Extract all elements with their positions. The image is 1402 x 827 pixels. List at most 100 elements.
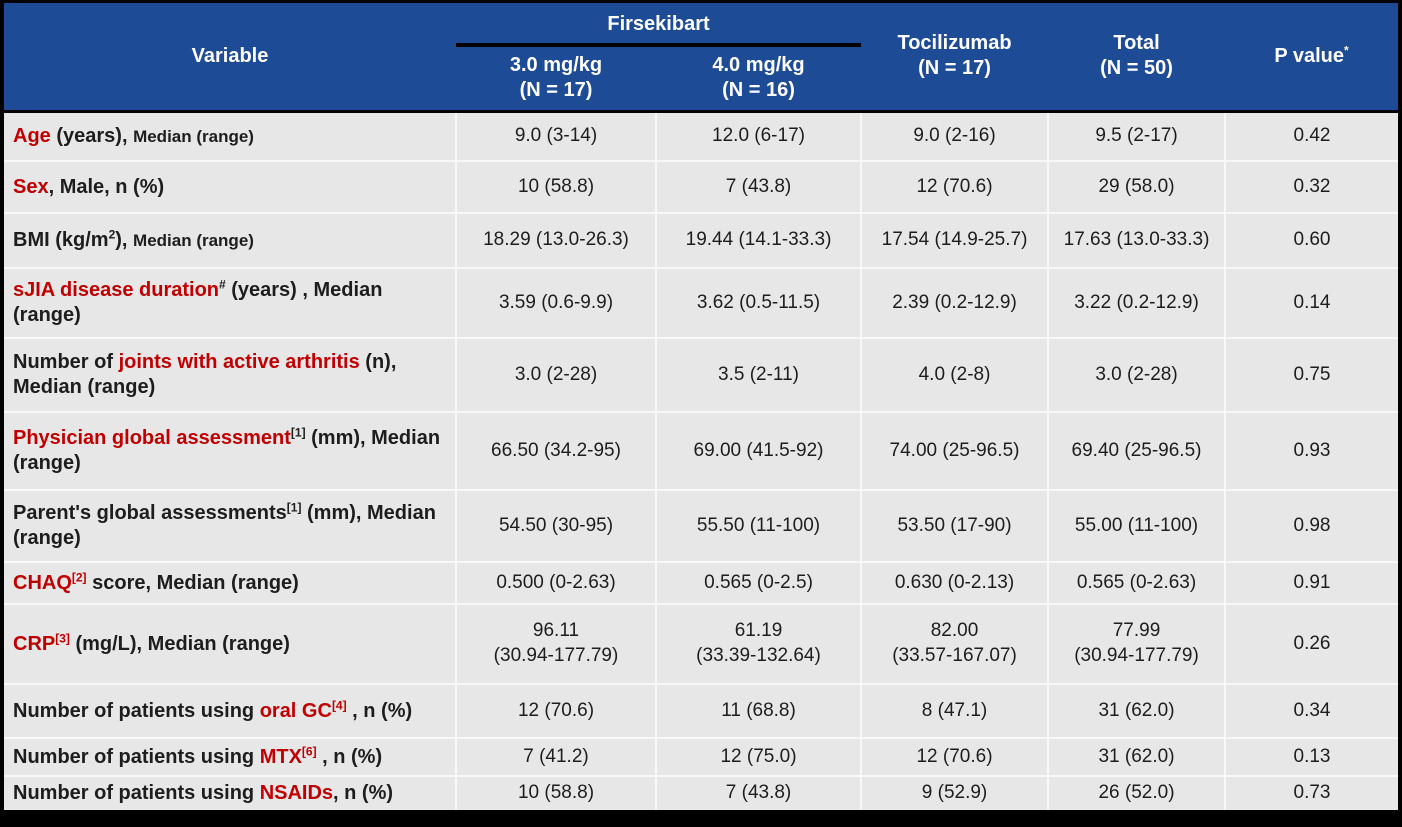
value-cell: 31 (62.0) (1047, 737, 1227, 777)
value-cell: 0.565 (0-2.63) (1047, 561, 1227, 605)
label-segment: joints with active arthritis (118, 351, 360, 373)
label-segment: CHAQ (13, 571, 72, 594)
label-superscript: [1] (286, 500, 302, 515)
table-row: Number of patients using MTX[6] , n (%) 7… (4, 737, 1399, 777)
value-cell: 69.40 (25-96.5) (1047, 411, 1227, 491)
label-segment: (mg/L), Median (range) (69, 632, 290, 655)
label-segment: (mm), Median (range) (13, 427, 441, 474)
value-cell: 53.50 (17-90) (860, 489, 1050, 563)
value-cell: 0.630 (0-2.13) (860, 561, 1050, 605)
variable-cell: Sex, Male, n (%) (4, 160, 457, 214)
label-segment: score, Median (range) (86, 571, 299, 594)
variable-cell: Number of joints with active arthritis (… (4, 337, 457, 413)
table-row: Sex, Male, n (%) 10 (58.8) 7 (43.8) 12 (70.… (4, 160, 1399, 214)
table-header: Variable Firsekibart Tocilizumab (N = 17… (4, 3, 1399, 113)
label-segment: , n (%) (316, 745, 383, 768)
label-segment: , n (%) (333, 782, 394, 804)
value-cell: 31 (62.0) (1047, 683, 1227, 739)
value-cell: 9.5 (2-17) (1047, 111, 1227, 162)
label-segment: (years), (50, 124, 134, 147)
value-cell: 0.13 (1224, 737, 1399, 777)
value-cell: 17.54 (14.9-25.7) (860, 212, 1050, 269)
value-cell: 3.59 (0.6-9.9) (455, 267, 657, 339)
column-header-line2: (N = 50) (1100, 57, 1173, 80)
value-cell: 3.22 (0.2-12.9) (1047, 267, 1227, 339)
column-header-pvalue: P value* (1225, 3, 1399, 113)
value-cell: 3.0 (2-28) (1047, 337, 1227, 413)
value-cell: 12.0 (6-17) (654, 111, 863, 162)
value-cell: 77.99 (30.94-177.79) (1047, 603, 1227, 685)
value-cell: 0.34 (1224, 683, 1399, 739)
value-cell: 0.73 (1224, 775, 1399, 810)
variable-cell: Number of patients using NSAIDs, n (%) (4, 775, 457, 810)
label-segment: Number of (13, 351, 119, 373)
label-superscript: [1] (290, 425, 306, 440)
value-cell: 0.32 (1224, 160, 1399, 214)
label-segment: , n (%) (346, 699, 413, 722)
table-row: Number of joints with active arthritis (… (4, 337, 1399, 413)
label-segment: Age (13, 124, 51, 147)
value-cell: 18.29 (13.0-26.3) (455, 212, 657, 269)
value-cell: 12 (70.6) (860, 160, 1050, 214)
column-header-line1: Total (1113, 32, 1160, 55)
table-row: Parent's global assessments[1] (mm), Med… (4, 489, 1399, 563)
column-header-line1: 3.0 mg/kg (509, 54, 603, 77)
value-cell: 66.50 (34.2-95) (455, 411, 657, 491)
value-cell: 0.500 (0-2.63) (455, 561, 657, 605)
value-cell: 2.39 (0.2-12.9) (860, 267, 1050, 339)
table-row: CRP[3] (mg/L), Median (range) 96.11 (30.9… (4, 603, 1399, 685)
value-cell: 74.00 (25-96.5) (860, 411, 1050, 491)
value-cell: 12 (70.6) (455, 683, 657, 739)
label-superscript: [3] (55, 630, 70, 645)
value-cell: 10 (58.8) (455, 775, 657, 810)
value-cell: 8 (47.1) (860, 683, 1050, 739)
label-segment: Physician global assessment (13, 427, 291, 449)
column-header-line2: (N = 16) (722, 79, 795, 102)
label-segment: Number of patients using (13, 745, 260, 768)
column-group-firsekibart: Firsekibart (456, 3, 862, 47)
value-cell: 0.60 (1224, 212, 1399, 269)
label-segment: Parent's global assessments (13, 502, 287, 524)
label-superscript: 2 (108, 227, 116, 242)
label-segment: ), (115, 229, 134, 251)
column-header-dose-3mg: 3.0 mg/kg (N = 17) (456, 45, 656, 113)
label-segment: NSAIDs (259, 782, 334, 804)
table-row: CHAQ[2] score, Median (range) 0.500 (0-2.… (4, 561, 1399, 605)
label-segment: BMI (kg/m (13, 229, 109, 251)
value-cell: 3.5 (2-11) (654, 337, 863, 413)
table-row: Number of patients using NSAIDs, n (%) 10… (4, 775, 1399, 810)
label-segment: , Male, n (%) (48, 175, 165, 198)
value-cell: 3.62 (0.5-11.5) (654, 267, 863, 339)
label-segment: Median (range) (133, 126, 254, 146)
value-cell: 0.26 (1224, 603, 1399, 685)
column-header-line2: (N = 17) (519, 79, 593, 102)
value-cell: 0.93 (1224, 411, 1399, 491)
value-cell: 17.63 (13.0-33.3) (1047, 212, 1227, 269)
label-segment: oral GC (259, 699, 332, 722)
label-superscript: [6] (301, 743, 317, 758)
label-segment: (years) , Median (range) (13, 279, 383, 326)
value-cell: 10 (58.8) (455, 160, 657, 214)
variable-cell: CHAQ[2] score, Median (range) (4, 561, 457, 605)
label-segment: Number of patients using (13, 699, 260, 722)
value-cell: 0.14 (1224, 267, 1399, 339)
value-cell: 7 (41.2) (455, 737, 657, 777)
column-header-line1: Tocilizumab (897, 32, 1012, 55)
column-header-dose-4mg: 4.0 mg/kg (N = 16) (656, 45, 862, 113)
variable-cell: Number of patients using oral GC[4] , n … (4, 683, 457, 739)
value-cell: 7 (43.8) (654, 160, 863, 214)
label-superscript: # (219, 277, 226, 292)
label-superscript: [4] (331, 697, 347, 712)
value-cell: 12 (75.0) (654, 737, 863, 777)
label-segment: MTX (259, 745, 302, 768)
table-row: BMI (kg/m2), Median (range) 18.29 (13.0-2… (4, 212, 1399, 269)
label-segment: CRP (13, 632, 56, 655)
column-header-total: Total (N = 50) (1048, 3, 1226, 113)
value-cell: 69.00 (41.5-92) (654, 411, 863, 491)
value-cell: 4.0 (2-8) (860, 337, 1050, 413)
table-row: Number of patients using oral GC[4] , n … (4, 683, 1399, 739)
value-cell: 54.50 (30-95) (455, 489, 657, 563)
variable-cell: sJIA disease duration# (years) , Median … (4, 267, 457, 339)
column-header-tocilizumab: Tocilizumab (N = 17) (861, 3, 1049, 113)
value-cell: 12 (70.6) (860, 737, 1050, 777)
